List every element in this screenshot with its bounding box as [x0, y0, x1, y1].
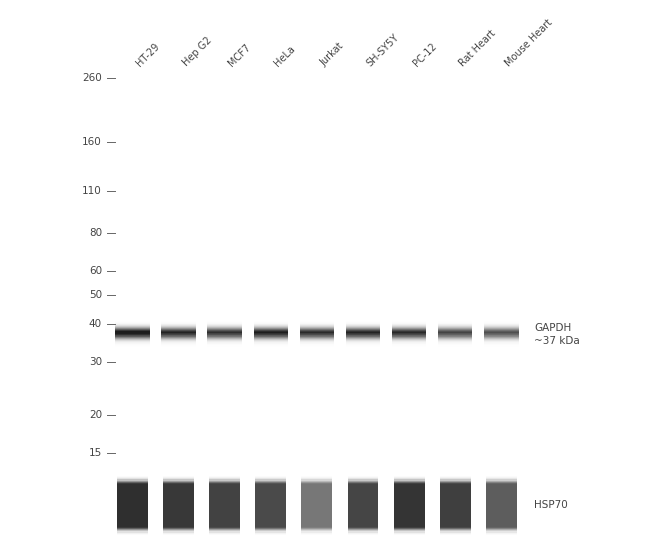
- Text: 30: 30: [89, 357, 102, 367]
- Text: Mouse Heart: Mouse Heart: [503, 17, 554, 68]
- Text: 110: 110: [83, 186, 102, 196]
- Text: Jurkat: Jurkat: [318, 41, 346, 68]
- Text: SH-SY5Y: SH-SY5Y: [365, 32, 401, 68]
- Text: Rat Heart: Rat Heart: [457, 28, 497, 68]
- Text: 160: 160: [83, 137, 102, 147]
- Text: 15: 15: [89, 448, 102, 458]
- Text: Hep G2: Hep G2: [181, 35, 213, 68]
- Text: HeLa: HeLa: [273, 44, 297, 68]
- Text: HSP70: HSP70: [534, 501, 568, 510]
- Text: 260: 260: [83, 73, 102, 83]
- Text: MCF7: MCF7: [227, 42, 253, 68]
- Text: PC-12: PC-12: [411, 41, 438, 68]
- Text: GAPDH
~37 kDa: GAPDH ~37 kDa: [534, 323, 580, 346]
- Text: 60: 60: [89, 265, 102, 276]
- Text: 20: 20: [89, 410, 102, 420]
- Text: HT-29: HT-29: [135, 41, 161, 68]
- Text: 80: 80: [89, 228, 102, 238]
- Text: 40: 40: [89, 319, 102, 329]
- Text: 50: 50: [89, 290, 102, 300]
